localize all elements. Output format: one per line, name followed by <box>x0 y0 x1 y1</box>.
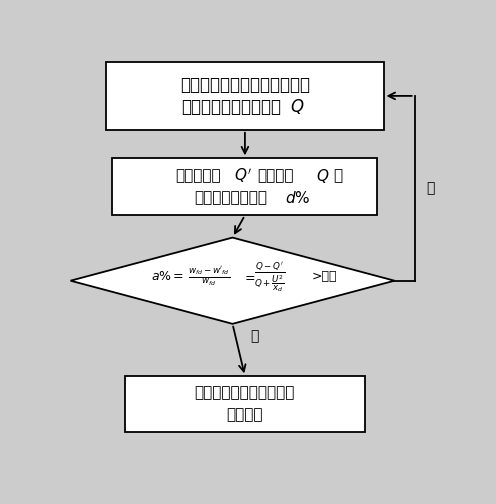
Text: 计算实测值: 计算实测值 <box>176 168 221 183</box>
Text: 的: 的 <box>333 168 342 183</box>
Text: 是: 是 <box>250 329 258 343</box>
Text: $=$: $=$ <box>242 270 255 283</box>
Text: $Q'$: $Q'$ <box>234 167 251 185</box>
Text: 发生转子绕组匝间短路故: 发生转子绕组匝间短路故 <box>195 386 295 401</box>
Text: $\frac{Q-Q'}{Q+\dfrac{U^2}{x_d}}$: $\frac{Q-Q'}{Q+\dfrac{U^2}{x_d}}$ <box>254 260 286 294</box>
Polygon shape <box>70 237 394 324</box>
Text: $d\%$: $d\%$ <box>285 190 310 206</box>
Text: 否: 否 <box>426 181 434 196</box>
Text: 状态下无功功率理论值: 状态下无功功率理论值 <box>181 98 281 116</box>
Text: >阈值: >阈值 <box>311 270 337 283</box>
Text: $a\%=$: $a\%=$ <box>151 270 185 283</box>
Bar <box>113 158 377 215</box>
Bar <box>125 376 365 431</box>
Text: 与理论值: 与理论值 <box>257 168 294 183</box>
Text: 障，报警: 障，报警 <box>227 407 263 422</box>
Text: 无功功率相对偏差: 无功功率相对偏差 <box>194 190 267 205</box>
Text: $Q$: $Q$ <box>290 97 305 116</box>
Bar <box>106 62 383 130</box>
Text: $Q$: $Q$ <box>316 167 329 185</box>
Text: 反向计算无刷励磁发电机正常: 反向计算无刷励磁发电机正常 <box>180 76 310 94</box>
Text: $\frac{w_{fd}-w'_{fd}}{w_{fd}}$: $\frac{w_{fd}-w'_{fd}}{w_{fd}}$ <box>187 265 230 288</box>
